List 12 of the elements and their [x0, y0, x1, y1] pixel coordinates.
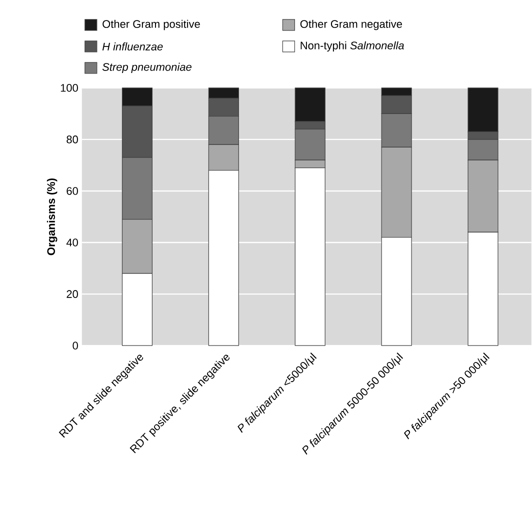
legend-label: Other Gram positive: [102, 20, 200, 30]
legend-label: H influenzae: [102, 42, 163, 50]
y-tick-label: 40: [66, 238, 78, 246]
y-tick-label: 20: [66, 290, 78, 298]
y-tick-label: 60: [66, 186, 78, 195]
y-axis-title: Organisms (%): [46, 178, 58, 255]
y-tick-label: 80: [66, 135, 78, 144]
y-tick-label: 100: [60, 84, 78, 92]
legend-label: Non-typhi Salmonella: [300, 41, 404, 52]
legend-label: Other Gram negative: [300, 20, 402, 30]
y-tick-label: 0: [72, 342, 78, 350]
legend-label: Strep pneumoniae: [102, 62, 192, 73]
